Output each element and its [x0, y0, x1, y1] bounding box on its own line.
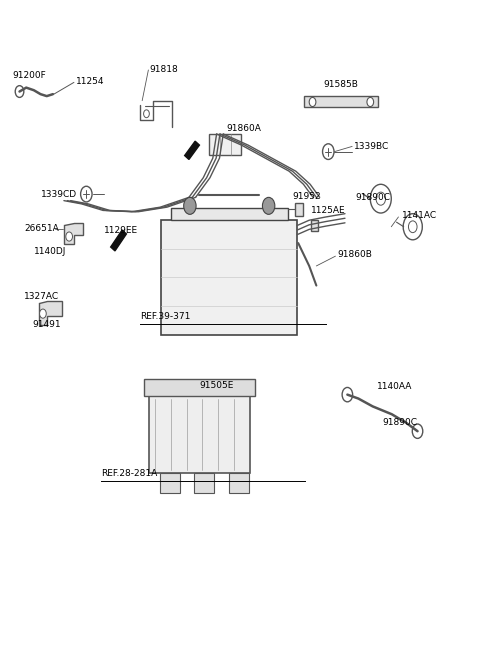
Text: 91818: 91818 [149, 66, 178, 75]
Text: 91860A: 91860A [227, 123, 262, 133]
Text: 1125AE: 1125AE [311, 206, 345, 215]
Polygon shape [295, 203, 303, 216]
Text: 91860B: 91860B [337, 251, 372, 259]
Circle shape [263, 197, 275, 215]
Polygon shape [304, 96, 378, 107]
Text: REF.39-371: REF.39-371 [140, 312, 190, 321]
Polygon shape [185, 141, 199, 159]
Text: 1339CD: 1339CD [40, 190, 77, 199]
Bar [194, 473, 214, 493]
Polygon shape [38, 300, 62, 325]
Text: 91890C: 91890C [356, 193, 391, 202]
Text: 1140DJ: 1140DJ [34, 247, 66, 256]
Polygon shape [64, 224, 84, 245]
Circle shape [323, 144, 334, 159]
Polygon shape [111, 230, 126, 251]
Text: 1129EE: 1129EE [104, 226, 138, 234]
Circle shape [15, 86, 24, 97]
Text: 91952: 91952 [292, 192, 321, 201]
Text: 91585B: 91585B [324, 80, 359, 89]
Bar [171, 209, 288, 220]
Text: 26651A: 26651A [24, 224, 59, 234]
Circle shape [39, 309, 46, 318]
Text: 91505E: 91505E [199, 381, 234, 390]
Bar [209, 134, 241, 155]
Bar [160, 473, 180, 493]
Circle shape [144, 110, 149, 117]
Text: 1339BC: 1339BC [354, 142, 389, 151]
Circle shape [309, 97, 316, 106]
Circle shape [412, 424, 423, 438]
Circle shape [367, 97, 373, 106]
Circle shape [81, 186, 92, 202]
Bar [228, 473, 249, 493]
Bar [144, 379, 255, 396]
Circle shape [184, 197, 196, 215]
Circle shape [342, 388, 353, 402]
Text: 91491: 91491 [33, 320, 61, 329]
Circle shape [66, 232, 72, 241]
Text: 1141AC: 1141AC [402, 211, 437, 220]
Bar [149, 396, 250, 473]
Text: 1140AA: 1140AA [377, 382, 413, 391]
Text: 11254: 11254 [76, 77, 104, 85]
Text: REF.28-281A: REF.28-281A [101, 468, 157, 478]
Polygon shape [311, 220, 318, 232]
Text: 91200F: 91200F [12, 71, 46, 79]
Text: 91890C: 91890C [382, 419, 417, 427]
Bar [161, 220, 297, 335]
Text: 1327AC: 1327AC [24, 292, 60, 301]
